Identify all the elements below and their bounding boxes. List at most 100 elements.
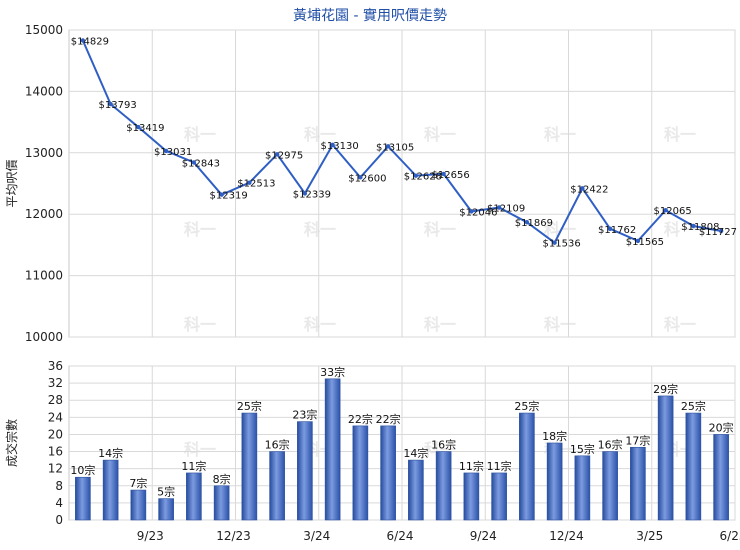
price-point: [580, 186, 585, 191]
watermark-text: 科一: [664, 220, 696, 239]
chart-title: 黃埔花園 - 實用呎價走勢: [293, 7, 447, 24]
bar-data-label: 22宗: [376, 412, 401, 426]
transaction-bar: [269, 451, 285, 521]
price-data-label: $11869: [515, 218, 553, 229]
bar-data-label: 22宗: [348, 412, 373, 426]
bar-data-label: 16宗: [265, 438, 290, 452]
price-point: [607, 226, 613, 232]
transaction-bar: [213, 485, 230, 521]
bar-data-label: 29宗: [653, 382, 678, 396]
transaction-bar: [102, 459, 119, 521]
bar-data-label: 23宗: [292, 408, 317, 422]
bar-data-label: 14宗: [98, 446, 123, 460]
price-point: [441, 171, 446, 177]
transaction-bar: [574, 455, 591, 521]
watermark-text: 科一: [184, 440, 216, 459]
line-y-tick-label: 10000: [25, 330, 63, 344]
line-y-tick-label: 11000: [25, 269, 63, 283]
watermark-text: 科一: [184, 315, 216, 334]
bar-data-label: 11宗: [181, 459, 206, 473]
bar-y-tick-label: 36: [48, 359, 63, 373]
transaction-bar: [241, 412, 258, 521]
price-point: [219, 192, 224, 197]
transaction-bar: [75, 476, 91, 521]
price-point: [108, 101, 113, 107]
transaction-bar: [324, 378, 341, 521]
price-data-label: $12600: [348, 173, 386, 184]
price-point: [191, 160, 197, 165]
price-data-label: $12319: [210, 191, 248, 202]
x-tick-label: 12/23: [216, 529, 251, 543]
transaction-bar: [463, 472, 480, 521]
transaction-bar: [130, 489, 147, 521]
price-data-label: $12065: [654, 206, 692, 217]
bar-y-tick-label: 16: [48, 445, 63, 459]
x-tick-label: 3/25: [636, 529, 663, 543]
price-data-label: $12975: [265, 150, 303, 161]
bar-data-label: 16宗: [431, 438, 456, 452]
price-data-label: $11762: [598, 225, 636, 236]
x-tick-label: 3/24: [303, 529, 330, 543]
transaction-bar: [352, 425, 369, 521]
price-data-label: $13793: [99, 100, 137, 111]
price-data-label: $11808: [681, 222, 719, 233]
line-y-tick-label: 14000: [25, 84, 63, 98]
price-data-label: $11727: [699, 227, 737, 238]
watermark-text: 科一: [184, 220, 216, 239]
price-point: [302, 191, 308, 196]
price-data-label: $12422: [570, 184, 608, 195]
price-data-label: $12339: [293, 189, 331, 200]
transaction-bar: [158, 498, 174, 521]
transaction-bar: [602, 451, 618, 521]
transaction-bar: [685, 412, 702, 521]
watermark-text: 科一: [544, 125, 576, 144]
watermark-text: 科一: [184, 125, 216, 144]
price-point: [163, 148, 169, 154]
bar-data-label: 8宗: [213, 472, 231, 486]
bar-data-label: 25宗: [681, 399, 706, 413]
price-data-label: $12513: [237, 179, 275, 190]
price-data-label: $12656: [432, 170, 470, 181]
bar-y-tick-label: 20: [48, 427, 63, 441]
bar-y-tick-label: 28: [48, 393, 63, 407]
bar-y-tick-label: 12: [48, 462, 63, 476]
transactions-bar-chart: 科一科一科一科一科一科一048121620242832369/2312/233/…: [4, 359, 740, 543]
price-data-label: $13419: [126, 123, 164, 134]
bar-data-label: 5宗: [157, 485, 175, 499]
price-series-line: [81, 40, 722, 245]
price-data-label: $12628: [404, 172, 442, 183]
bar-data-label: 16宗: [598, 438, 623, 452]
line-y-tick-label: 12000: [25, 207, 63, 221]
bar-y-tick-label: 24: [48, 410, 63, 424]
price-data-label: $12843: [182, 158, 220, 169]
price-data-label: $11536: [543, 239, 581, 250]
price-point: [496, 205, 502, 210]
transaction-bar: [297, 421, 313, 521]
watermark-text: 科一: [664, 125, 696, 144]
bar-data-label: 10宗: [70, 463, 95, 477]
transaction-bar: [630, 446, 646, 521]
price-point: [413, 173, 419, 178]
price-data-label: $13031: [154, 147, 192, 158]
price-point: [552, 240, 557, 245]
x-tick-label: 12/24: [549, 529, 584, 543]
watermark-text: 科一: [304, 125, 336, 144]
bar-y-tick-label: 32: [48, 376, 63, 390]
price-point: [718, 228, 724, 234]
transaction-bar: [408, 459, 424, 521]
watermark-text: 科一: [304, 220, 336, 239]
price-point: [136, 124, 141, 130]
transaction-bar: [491, 472, 507, 521]
watermark-text: 科一: [424, 125, 456, 144]
line-y-axis-label: 平均呎價: [5, 159, 19, 207]
bar-data-label: 14宗: [403, 446, 428, 460]
transaction-bar: [546, 442, 563, 521]
price-point: [524, 220, 530, 225]
bar-data-label: 20宗: [709, 420, 734, 434]
price-data-label: $14829: [71, 36, 109, 47]
bar-y-axis-label: 成交宗數: [4, 419, 19, 467]
price-data-label: $12109: [487, 204, 525, 215]
price-data-label: $11565: [626, 237, 664, 248]
